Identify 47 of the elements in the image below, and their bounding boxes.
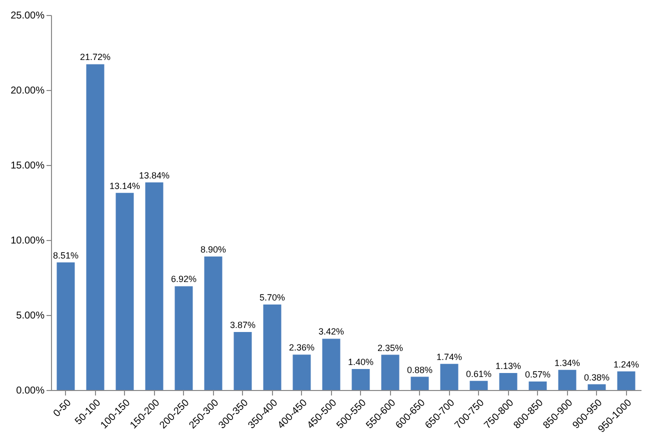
data-label: 13.84% [138, 170, 170, 180]
y-tick-label: 0.00% [16, 386, 45, 396]
bar [588, 384, 606, 390]
bar [292, 354, 311, 390]
bar [440, 364, 458, 390]
y-tick-label: 15.00% [10, 160, 45, 172]
bar [410, 376, 429, 390]
bar [470, 380, 488, 390]
x-tick-label: 0-50 [52, 397, 74, 420]
bar [116, 192, 134, 390]
bar [86, 64, 104, 390]
data-label: 21.72% [80, 52, 111, 62]
bar [263, 304, 282, 390]
data-label: 8.51% [52, 250, 79, 260]
y-tick-label: 25.00% [10, 10, 45, 22]
data-label: 0.88% [406, 364, 433, 375]
y-tick-label: 5.00% [16, 310, 45, 322]
bar [56, 262, 75, 390]
bar [145, 182, 164, 390]
bar [528, 381, 547, 390]
data-label: 6.92% [170, 274, 197, 284]
bar [322, 338, 340, 390]
data-label: 3.42% [318, 326, 344, 337]
data-label: 1.40% [348, 357, 374, 367]
bar [617, 371, 636, 390]
data-label: 5.70% [259, 292, 286, 302]
data-label: 1.74% [436, 352, 462, 362]
data-label: 0.61% [466, 368, 492, 379]
data-label: 3.87% [230, 320, 256, 330]
data-label: 0.57% [524, 369, 551, 380]
data-label: 8.90% [200, 244, 226, 254]
bar [204, 256, 222, 390]
data-label: 2.35% [377, 342, 404, 353]
bar [174, 286, 193, 390]
bar [499, 373, 518, 390]
y-tick-label: 20.00% [10, 86, 45, 96]
data-label: 1.24% [613, 359, 640, 370]
data-label: 1.13% [495, 361, 522, 372]
data-label: 2.36% [288, 342, 315, 353]
bar [381, 354, 400, 390]
data-label: 0.38% [584, 372, 610, 382]
y-tick-label: 10.00% [10, 236, 45, 246]
data-label: 1.34% [554, 358, 580, 368]
bar [352, 369, 370, 390]
bar [558, 370, 576, 390]
data-label: 13.14% [109, 180, 140, 191]
bar [234, 332, 252, 390]
